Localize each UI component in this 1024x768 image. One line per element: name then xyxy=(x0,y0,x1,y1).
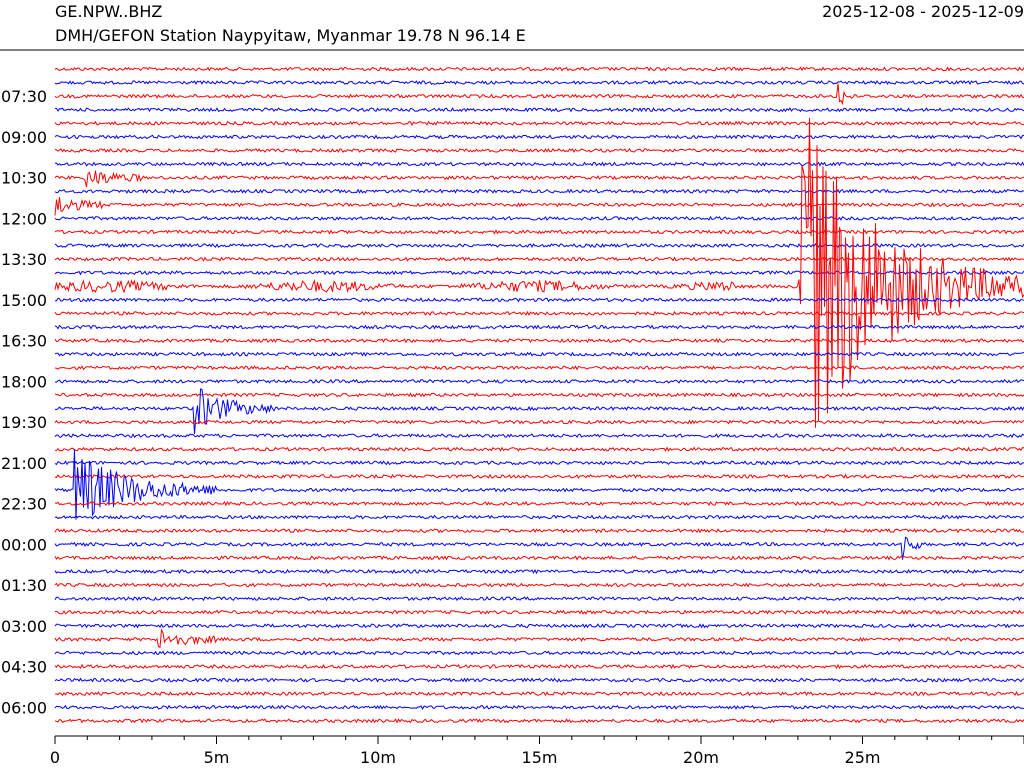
trace-line-40 xyxy=(54,609,1024,615)
trace-line-34 xyxy=(54,528,1024,534)
trace-line-9 xyxy=(54,188,1024,194)
trace-line-2 xyxy=(54,83,1024,106)
trace-line-38 xyxy=(54,582,1024,588)
trace-line-32 xyxy=(54,500,1024,507)
trace-line-46 xyxy=(55,690,1024,697)
seismogram-traces xyxy=(54,66,1024,724)
y-tick-label: 18:00 xyxy=(1,372,47,391)
trace-line-11 xyxy=(54,215,1024,221)
trace-line-25 xyxy=(54,388,1024,434)
trace-line-33 xyxy=(54,514,1024,520)
trace-line-18 xyxy=(54,310,1024,317)
y-tick-label: 04:30 xyxy=(1,658,47,677)
x-tick-label: 0 xyxy=(50,748,60,767)
y-tick-labels: 07:30 09:00 10:30 12:00 13:30 15:00 16:30 18:00… xyxy=(1,87,47,717)
trace-line-20 xyxy=(54,337,1024,344)
trace-line-44 xyxy=(54,663,1024,670)
y-tick-label: 15:00 xyxy=(1,291,47,310)
trace-line-42 xyxy=(54,628,1024,649)
x-tick-label: 15m xyxy=(522,748,558,767)
chart-header: GE.NPW..BHZ DMH/GEFON Station Naypyitaw,… xyxy=(55,0,526,48)
trace-line-5 xyxy=(54,134,1024,140)
x-tick-label: 10m xyxy=(360,748,396,767)
x-tick-label: 5m xyxy=(204,748,230,767)
y-tick-label: 22:30 xyxy=(1,495,47,514)
trace-line-36 xyxy=(54,555,1024,561)
trace-line-26 xyxy=(54,419,1024,425)
y-tick-label: 21:00 xyxy=(1,454,47,473)
y-tick-label: 09:00 xyxy=(1,128,47,147)
trace-line-1 xyxy=(54,80,1024,86)
trace-line-12 xyxy=(54,229,1024,235)
trace-line-47 xyxy=(54,704,1024,710)
trace-line-22 xyxy=(54,365,1024,371)
trace-line-28 xyxy=(55,446,1024,452)
trace-line-17 xyxy=(54,297,1024,303)
y-tick-label: 12:00 xyxy=(1,209,47,228)
trace-line-27 xyxy=(54,433,1024,439)
y-tick-label: 10:30 xyxy=(1,169,47,188)
trace-line-19 xyxy=(54,324,1024,330)
trace-line-13 xyxy=(54,242,1024,249)
x-tick-label: 20m xyxy=(683,748,719,767)
trace-line-48 xyxy=(54,718,1024,724)
trace-line-10 xyxy=(54,197,1024,216)
trace-line-31 xyxy=(54,449,1024,520)
station-code: GE.NPW..BHZ xyxy=(55,2,163,21)
trace-line-7 xyxy=(54,161,1024,167)
trace-line-35 xyxy=(54,536,1024,560)
trace-line-39 xyxy=(54,596,1024,602)
x-tick-label: 25m xyxy=(845,748,881,767)
trace-line-24 xyxy=(54,392,1024,398)
trace-line-6 xyxy=(54,147,1024,154)
y-tick-label: 00:00 xyxy=(1,535,47,554)
trace-line-21 xyxy=(54,351,1024,357)
y-tick-label: 03:00 xyxy=(1,617,47,636)
y-tick-label: 06:00 xyxy=(1,698,47,717)
trace-line-8 xyxy=(54,170,1024,188)
station-description: DMH/GEFON Station Naypyitaw, Myanmar 19.… xyxy=(55,26,526,45)
trace-line-4 xyxy=(54,120,1024,126)
trace-line-23 xyxy=(55,378,1024,384)
y-tick-label: 16:30 xyxy=(1,332,47,351)
y-tick-label: 07:30 xyxy=(1,87,47,106)
trace-line-15 xyxy=(54,270,1024,276)
trace-line-45 xyxy=(54,677,1024,683)
x-axis: 0 5m 10m 15m 20m 25m xyxy=(50,736,1024,767)
y-tick-label: 13:30 xyxy=(1,250,47,269)
trace-line-3 xyxy=(55,107,1024,113)
trace-line-41 xyxy=(54,623,1024,629)
trace-line-30 xyxy=(54,473,1024,479)
trace-line-29 xyxy=(54,460,1024,466)
trace-line-37 xyxy=(54,568,1024,575)
date-range: 2025-12-08 - 2025-12-09 xyxy=(822,2,1024,21)
trace-line-16 xyxy=(54,117,1024,428)
trace-line-0 xyxy=(54,66,1024,72)
y-tick-label: 01:30 xyxy=(1,576,47,595)
trace-line-43 xyxy=(54,650,1024,656)
y-tick-label: 19:30 xyxy=(1,413,47,432)
